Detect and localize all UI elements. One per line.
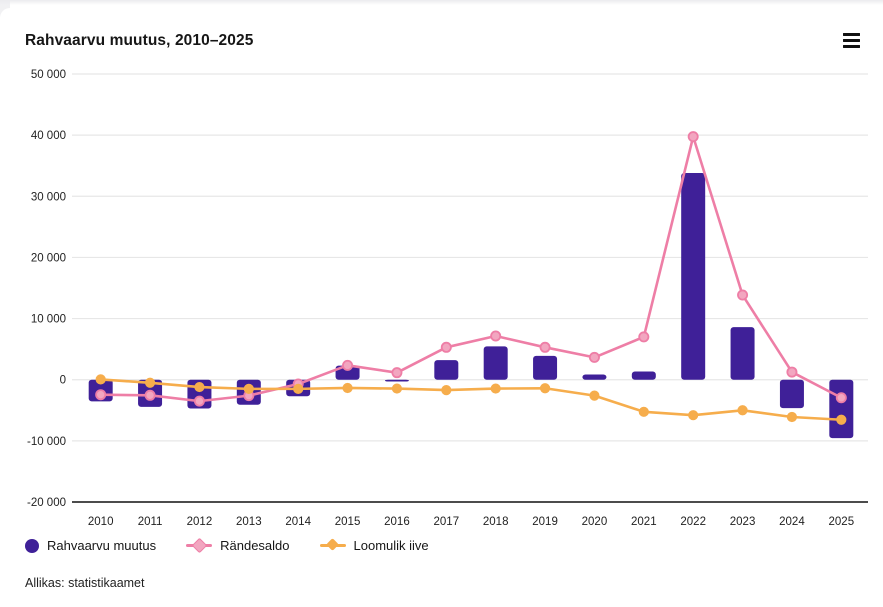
migration-point-2023[interactable] (737, 289, 749, 301)
natural-increase-point-2011[interactable] (144, 377, 156, 388)
x-axis-label-2016: 2016 (384, 516, 410, 528)
y-axis-tick-label: -10 000 (27, 436, 66, 448)
chart-legend: Rahvaarvu muutus Rändesaldo Loomulik iiv… (25, 537, 429, 554)
migration-point-2019[interactable] (539, 341, 551, 353)
x-axis-label-2021: 2021 (631, 516, 657, 528)
bar-2024[interactable] (779, 379, 804, 409)
x-axis-label-2019: 2019 (532, 516, 558, 528)
chart-title: Rahvaarvu muutus, 2010–2025 (25, 32, 254, 49)
y-axis-tick-label: 30 000 (31, 191, 66, 203)
y-axis-tick-label: -20 000 (27, 497, 66, 509)
migration-point-2020[interactable] (588, 351, 600, 363)
legend-item-loomulik-iive[interactable]: Loomulik iive (319, 538, 429, 553)
bar-2022[interactable] (681, 173, 706, 380)
y-axis-tick-label: 10 000 (31, 314, 66, 326)
legend-item-randesaldo[interactable]: Rändesaldo (186, 537, 290, 554)
migration-point-2022[interactable] (687, 131, 699, 143)
x-axis-label-2015: 2015 (335, 516, 361, 528)
bar-series-icon (25, 538, 39, 553)
natural-increase-point-2016[interactable] (391, 383, 403, 394)
hamburger-menu-icon[interactable] (843, 33, 861, 48)
migration-point-2024[interactable] (786, 366, 798, 378)
natural-increase-point-2023[interactable] (737, 405, 748, 416)
natural-increase-point-2015[interactable] (342, 382, 353, 394)
bar-2018[interactable] (483, 346, 508, 380)
migration-point-2012[interactable] (193, 395, 205, 407)
y-axis-tick-label: 0 (60, 375, 66, 387)
x-axis-label-2012: 2012 (187, 516, 213, 528)
bar-2025[interactable] (829, 379, 854, 439)
bar-2015[interactable] (335, 365, 360, 380)
x-axis-label-2014: 2014 (285, 516, 311, 528)
legend-label: Loomulik iive (353, 538, 429, 553)
natural-increase-point-2021[interactable] (638, 406, 649, 417)
natural-increase-line-icon (319, 538, 346, 551)
migration-point-2021[interactable] (638, 331, 650, 343)
legend-label: Rahvaarvu muutus (47, 538, 157, 553)
x-axis-label-2023: 2023 (730, 516, 756, 528)
bar-2021[interactable] (631, 371, 656, 380)
natural-increase-point-2022[interactable] (688, 410, 699, 421)
migration-point-2016[interactable] (391, 367, 403, 379)
bar-2016[interactable] (384, 379, 409, 382)
page-background-corner (0, 0, 10, 34)
migration-line (100, 135, 842, 403)
y-axis-tick-label: 50 000 (31, 69, 66, 81)
natural-increase-point-2025[interactable] (836, 414, 847, 425)
natural-increase-point-2018[interactable] (490, 383, 501, 394)
migration-point-2010[interactable] (95, 389, 107, 401)
bar-2019[interactable] (533, 355, 558, 380)
bar-2023[interactable] (730, 327, 755, 380)
migration-point-2015[interactable] (342, 359, 354, 371)
natural-increase-point-2010[interactable] (95, 374, 106, 385)
x-axis-label-2010: 2010 (88, 516, 114, 528)
migration-point-2017[interactable] (440, 341, 452, 353)
migration-point-2025[interactable] (835, 392, 847, 404)
legend-label: Rändesaldo (220, 538, 290, 553)
legend-item-rahvaarvu-muutus[interactable]: Rahvaarvu muutus (25, 538, 156, 553)
natural-increase-point-2024[interactable] (786, 411, 798, 423)
bar-2017[interactable] (434, 360, 459, 380)
x-axis-label-2013: 2013 (236, 516, 262, 528)
x-axis-label-2020: 2020 (582, 516, 608, 528)
natural-increase-point-2019[interactable] (539, 383, 551, 394)
migration-point-2011[interactable] (144, 389, 156, 401)
x-axis-label-2025: 2025 (829, 516, 855, 528)
natural-increase-point-2012[interactable] (194, 381, 205, 393)
migration-point-2018[interactable] (490, 330, 502, 342)
bar-2020[interactable] (582, 374, 607, 380)
source-note: Allikas: statistikaamet (25, 576, 145, 590)
x-axis-label-2017: 2017 (434, 516, 460, 528)
migration-line-icon (186, 537, 213, 554)
natural-increase-line (100, 378, 842, 422)
natural-increase-point-2020[interactable] (589, 390, 600, 401)
x-axis-label-2018: 2018 (483, 516, 509, 528)
page-top-border (0, 0, 883, 5)
x-axis-label-2022: 2022 (680, 516, 706, 528)
x-axis-label-2011: 2011 (138, 516, 163, 528)
natural-increase-point-2017[interactable] (441, 385, 452, 396)
y-axis-tick-label: 40 000 (31, 130, 66, 142)
y-axis-tick-label: 20 000 (31, 252, 66, 264)
natural-increase-point-2014[interactable] (293, 383, 304, 394)
x-axis-label-2024: 2024 (779, 516, 805, 528)
natural-increase-point-2013[interactable] (243, 383, 254, 394)
